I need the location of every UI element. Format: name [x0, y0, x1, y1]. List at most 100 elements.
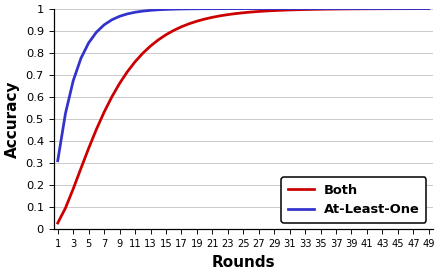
Both: [349, 7, 354, 10]
Both: [233, 12, 238, 15]
Both: [341, 7, 346, 11]
Both: [364, 7, 370, 10]
Both: [148, 44, 153, 48]
Both: [326, 7, 331, 11]
Both: [78, 167, 84, 170]
Both: [163, 33, 169, 36]
At-Least-One: [256, 7, 261, 10]
Both: [55, 221, 60, 225]
At-Least-One: [356, 7, 362, 10]
Both: [302, 8, 308, 11]
At-Least-One: [179, 7, 184, 11]
At-Least-One: [63, 112, 68, 115]
At-Least-One: [279, 7, 285, 10]
Both: [210, 16, 215, 19]
Both: [310, 8, 315, 11]
Both: [140, 52, 145, 55]
Legend: Both, At-Least-One: Both, At-Least-One: [281, 177, 426, 223]
At-Least-One: [86, 41, 92, 45]
Both: [109, 95, 114, 98]
Both: [248, 10, 253, 14]
Both: [271, 9, 277, 12]
At-Least-One: [334, 7, 339, 10]
Both: [117, 82, 122, 85]
At-Least-One: [171, 7, 176, 11]
Both: [156, 38, 161, 42]
At-Least-One: [225, 7, 231, 10]
Both: [418, 7, 424, 10]
At-Least-One: [264, 7, 269, 10]
At-Least-One: [302, 7, 308, 10]
Both: [171, 29, 176, 32]
At-Least-One: [403, 7, 408, 10]
Both: [318, 8, 323, 11]
At-Least-One: [341, 7, 346, 10]
Y-axis label: Accuracy: Accuracy: [4, 80, 20, 158]
At-Least-One: [187, 7, 192, 10]
At-Least-One: [156, 8, 161, 12]
Both: [225, 13, 231, 16]
At-Least-One: [125, 12, 130, 16]
Both: [202, 17, 207, 21]
Both: [132, 60, 138, 64]
At-Least-One: [140, 9, 145, 13]
At-Least-One: [194, 7, 199, 10]
At-Least-One: [326, 7, 331, 10]
At-Least-One: [287, 7, 292, 10]
At-Least-One: [295, 7, 300, 10]
At-Least-One: [163, 8, 169, 11]
At-Least-One: [117, 15, 122, 18]
Line: Both: Both: [58, 9, 429, 223]
Both: [63, 206, 68, 210]
At-Least-One: [233, 7, 238, 10]
At-Least-One: [202, 7, 207, 10]
At-Least-One: [109, 18, 114, 21]
Both: [372, 7, 378, 10]
Both: [241, 11, 246, 14]
At-Least-One: [78, 57, 84, 60]
At-Least-One: [411, 7, 416, 10]
Both: [403, 7, 408, 10]
Both: [356, 7, 362, 10]
At-Least-One: [94, 31, 99, 34]
Both: [102, 111, 107, 114]
At-Least-One: [388, 7, 393, 10]
At-Least-One: [55, 159, 60, 162]
Both: [264, 9, 269, 13]
At-Least-One: [372, 7, 378, 10]
Both: [86, 147, 92, 150]
Both: [94, 128, 99, 131]
Both: [395, 7, 400, 10]
Both: [217, 14, 223, 18]
Both: [256, 10, 261, 13]
At-Least-One: [380, 7, 385, 10]
Both: [125, 70, 130, 73]
Both: [295, 8, 300, 11]
At-Least-One: [102, 23, 107, 26]
Both: [70, 187, 76, 191]
At-Least-One: [318, 7, 323, 10]
X-axis label: Rounds: Rounds: [212, 255, 275, 270]
At-Least-One: [70, 79, 76, 82]
At-Least-One: [310, 7, 315, 10]
Line: At-Least-One: At-Least-One: [58, 9, 429, 161]
At-Least-One: [248, 7, 253, 10]
At-Least-One: [426, 7, 432, 10]
Both: [380, 7, 385, 10]
Both: [279, 9, 285, 12]
Both: [388, 7, 393, 10]
Both: [411, 7, 416, 10]
At-Least-One: [241, 7, 246, 10]
At-Least-One: [364, 7, 370, 10]
Both: [287, 8, 292, 12]
Both: [179, 25, 184, 28]
At-Least-One: [418, 7, 424, 10]
At-Least-One: [217, 7, 223, 10]
At-Least-One: [148, 9, 153, 12]
At-Least-One: [349, 7, 354, 10]
Both: [334, 7, 339, 11]
Both: [194, 20, 199, 23]
Both: [426, 7, 432, 10]
At-Least-One: [271, 7, 277, 10]
At-Least-One: [395, 7, 400, 10]
